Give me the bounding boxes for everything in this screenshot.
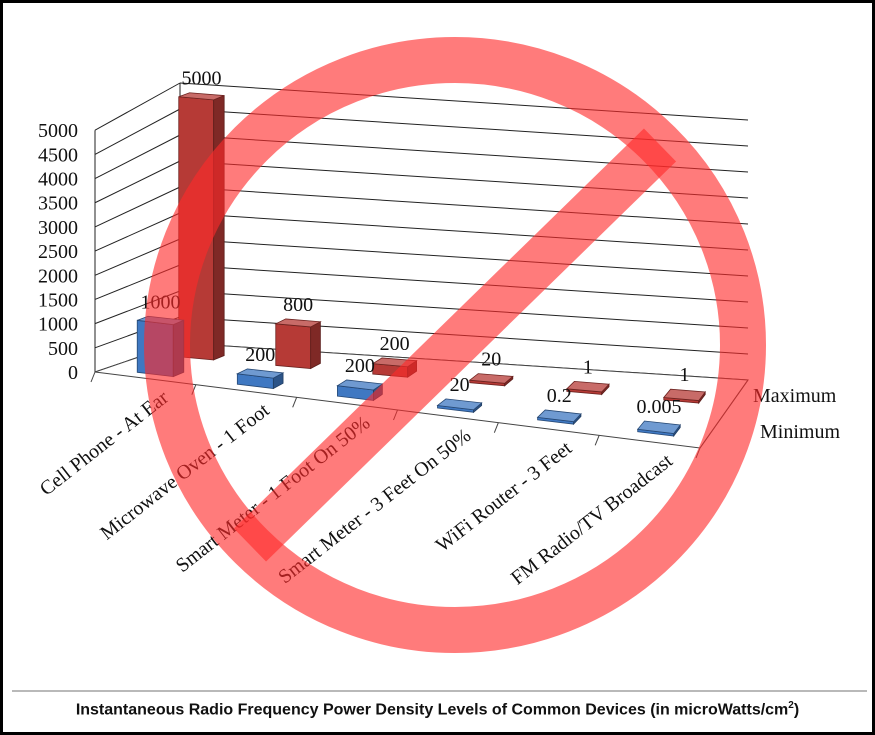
gridline-6 xyxy=(179,186,749,225)
gridline-7 xyxy=(179,160,749,199)
bar-top-maximum-3 xyxy=(468,373,514,384)
y-tick-label: 3000 xyxy=(38,217,78,239)
side-gridline-10 xyxy=(94,82,181,131)
data-label-minimum: 0.2 xyxy=(547,385,572,407)
y-tick-label: 4500 xyxy=(38,144,78,166)
y-tick-label: 0 xyxy=(68,362,78,384)
bar-top-maximum-5 xyxy=(663,388,706,401)
series-label-maximum: Maximum xyxy=(753,385,837,407)
side-gridline-9 xyxy=(94,108,181,155)
y-tick-label: 3500 xyxy=(38,193,78,215)
chart-title-superscript: 2 xyxy=(788,700,794,711)
data-label-minimum: 0.005 xyxy=(636,396,681,418)
bar-top-minimum-4 xyxy=(536,409,582,423)
x-axis-tick xyxy=(292,397,298,408)
data-label-maximum: 5000 xyxy=(181,68,221,90)
bar-top-maximum-0 xyxy=(178,92,225,101)
data-label-maximum: 1 xyxy=(583,356,593,378)
data-label-maximum: 200 xyxy=(380,333,410,355)
gridline-5 xyxy=(179,212,749,251)
data-label-maximum: 1 xyxy=(680,364,690,386)
side-gridline-5 xyxy=(94,212,181,252)
x-axis-tick xyxy=(90,371,96,383)
side-gridline-8 xyxy=(94,134,181,180)
y-tick-label: 1000 xyxy=(38,314,78,336)
y-tick-label: 2500 xyxy=(38,241,78,263)
series-label-minimum: Minimum xyxy=(760,421,840,443)
y-tick-label: 5000 xyxy=(38,120,78,142)
gridline-3 xyxy=(179,264,749,303)
bar-side-maximum-1 xyxy=(310,321,321,370)
x-axis-tick xyxy=(594,435,600,446)
data-label-minimum: 200 xyxy=(345,355,375,377)
bar-top-minimum-3 xyxy=(436,398,483,411)
data-label-minimum: 200 xyxy=(245,344,275,366)
prohibition-ring xyxy=(144,37,766,653)
side-gridline-7 xyxy=(94,160,181,204)
y-tick-label: 4000 xyxy=(38,169,78,191)
gridline-4 xyxy=(179,238,749,277)
y-tick-label: 500 xyxy=(48,338,78,360)
y-tick-label: 1500 xyxy=(38,289,78,311)
data-label-minimum: 20 xyxy=(450,374,470,396)
data-label-maximum: 20 xyxy=(481,349,501,371)
bar-top-minimum-5 xyxy=(636,420,681,434)
data-label-maximum: 800 xyxy=(283,294,313,316)
chart-title-text: Instantaneous Radio Frequency Power Dens… xyxy=(75,701,789,719)
bar-top-minimum-1 xyxy=(235,368,285,379)
prohibition-slash xyxy=(233,128,677,562)
bar-maximum-1 xyxy=(275,323,312,369)
chart-title-suffix: ) xyxy=(793,701,800,719)
chart-title: Instantaneous Radio Frequency Power Dens… xyxy=(12,700,863,719)
caption-divider xyxy=(12,690,867,692)
y-tick-label: 2000 xyxy=(38,265,78,287)
bar-top-maximum-4 xyxy=(565,380,610,393)
x-axis-tick xyxy=(493,422,499,433)
bar-top-maximum-1 xyxy=(274,318,322,328)
side-gridline-6 xyxy=(94,186,181,228)
